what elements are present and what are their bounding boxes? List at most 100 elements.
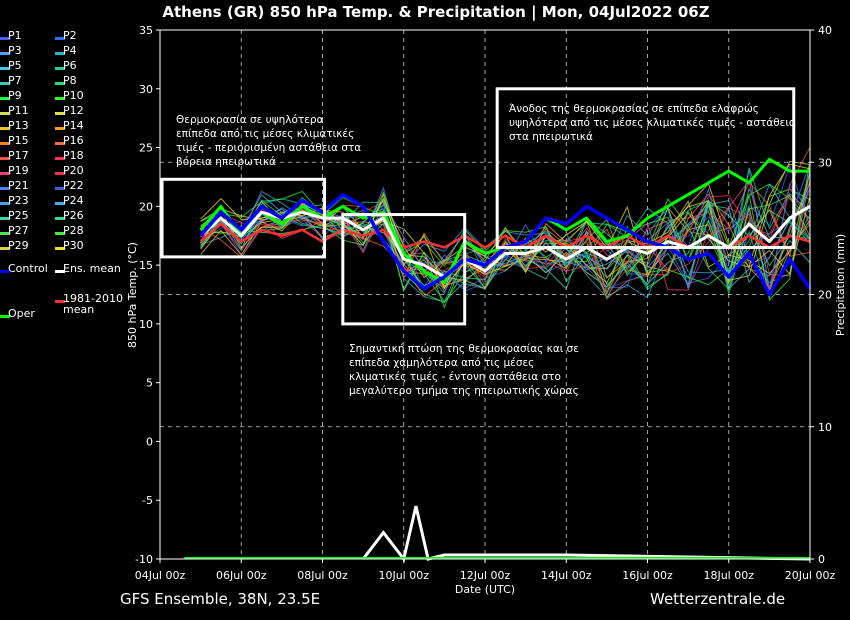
legend-swatch [55,247,65,250]
legend-label: P1 [8,29,22,42]
y-tick-label: -5 [142,494,153,507]
legend-label: P27 [8,224,29,237]
y-tick-label: 20 [139,200,153,213]
legend-swatch [55,82,65,85]
legend-label: P23 [8,194,29,207]
legend-label: P17 [8,149,29,162]
legend-swatch [55,52,65,55]
x-tick-label: 18Jul 00z [703,569,754,582]
legend-swatch [0,269,10,273]
legend-swatch [0,202,10,205]
x-tick-label: 10Jul 00z [378,569,429,582]
legend-swatch [55,217,65,220]
legend-label: P16 [63,134,84,147]
y2-tick-label: 10 [818,421,832,434]
legend-label: P10 [63,89,84,102]
legend-swatch [55,232,65,235]
ensemble-member-line [200,183,811,292]
legend-label: P8 [63,74,77,87]
ensemble-member-line [200,186,811,294]
legend-swatch [55,172,65,175]
x-tick-label: 20Jul 00z [785,569,836,582]
legend-swatch [0,247,10,250]
legend-swatch [55,37,65,40]
ensemble-member-line [200,190,811,291]
legend-label: P9 [8,89,22,102]
x-tick-label: 06Jul 00z [216,569,267,582]
legend-label: P22 [63,179,84,192]
legend-swatch [0,127,10,130]
highlight-box [341,213,467,326]
legend-swatch [0,97,10,100]
y-tick-label: 0 [146,435,153,448]
legend-swatch [55,142,65,145]
legend-swatch [55,127,65,130]
y-tick-label: 15 [139,259,153,272]
legend-label: P30 [63,239,84,252]
legend-label: P13 [8,119,29,132]
legend-label: P26 [63,209,84,222]
precipitation-lines [184,505,811,563]
y2-axis-ticks: 0 10 20 30 40 [810,24,832,566]
legend-label: P18 [63,149,84,162]
legend-swatch [0,217,10,220]
y-tick-label: 5 [146,377,153,390]
ensemble-member-line [200,182,811,294]
chart-title: Athens (GR) 850 hPa Temp. & Precipitatio… [162,3,709,22]
y-tick-label: 35 [139,24,153,37]
y-tick-label: 25 [139,142,153,155]
footer-model-info: GFS Ensemble, 38N, 23.5E [120,590,321,608]
highlight-box [160,177,327,259]
legend-label: P25 [8,209,29,222]
legend-swatch [0,37,10,40]
ensemble-member-line [200,183,811,295]
legend-label: Ens. mean [63,261,121,275]
highlight-boxes [160,87,796,326]
legend-label: P15 [8,134,29,147]
y2-tick-label: 0 [818,553,825,566]
legend-swatch [55,112,65,115]
ensemble-member-line [200,164,811,288]
legend-swatch [0,314,10,318]
legend-swatch [55,202,65,205]
legend-label: P2 [63,29,77,42]
legend-label: P11 [8,104,29,117]
legend-label: P28 [63,224,84,237]
y2-tick-label: 40 [818,24,832,37]
legend-swatch [55,97,65,100]
legend-swatch [0,142,10,145]
legend-swatch [55,157,65,160]
ensemble-member-line [200,147,811,292]
legend: P1 P2 P3 P4 P5 P6 P7 P8 P9 P10 P11 P12 P13 P14 P15 P16 P… [0,30,140,320]
legend-swatch [0,187,10,190]
legend-label: P5 [8,59,22,72]
x-axis-ticks: 04Jul 00z 06Jul 00z 08Jul 00z 10Jul 00z 12Ju… [135,559,836,582]
legend-label: P14 [63,119,84,132]
x-tick-label: 14Jul 00z [541,569,592,582]
legend-label: P12 [63,104,84,117]
legend-swatch [0,157,10,160]
legend-label: P19 [8,164,29,177]
legend-label: P3 [8,44,22,57]
legend-swatch [0,112,10,115]
legend-label: P24 [63,194,84,207]
x-tick-label: 12Jul 00z [460,569,511,582]
y-axis-label: 850 hPa Temp. (°C) [126,242,139,348]
legend-label: Oper [8,306,35,320]
legend-swatch [55,299,65,303]
y-tick-label: -10 [135,553,153,566]
legend-swatch [55,187,65,190]
annotation-cold-drop: Σημαντική πτώση της θερμοκρασίας και σε … [349,343,579,397]
y2-axis-label: Precipitation (mm) [834,234,847,336]
y-axis-ticks: -10 -5 0 5 10 15 20 25 30 35 [135,24,160,566]
annotation-warm-north: Θερμοκρασία σε υψηλότερα επίπεδα από τις… [176,114,362,168]
legend-swatch [0,232,10,235]
legend-label: P20 [63,164,84,177]
legend-swatch [0,172,10,175]
legend-swatch [0,82,10,85]
ensemble-member-line [200,194,811,279]
legend-label: P29 [8,239,29,252]
x-tick-label: 04Jul 00z [135,569,186,582]
x-tick-label: 08Jul 00z [297,569,348,582]
